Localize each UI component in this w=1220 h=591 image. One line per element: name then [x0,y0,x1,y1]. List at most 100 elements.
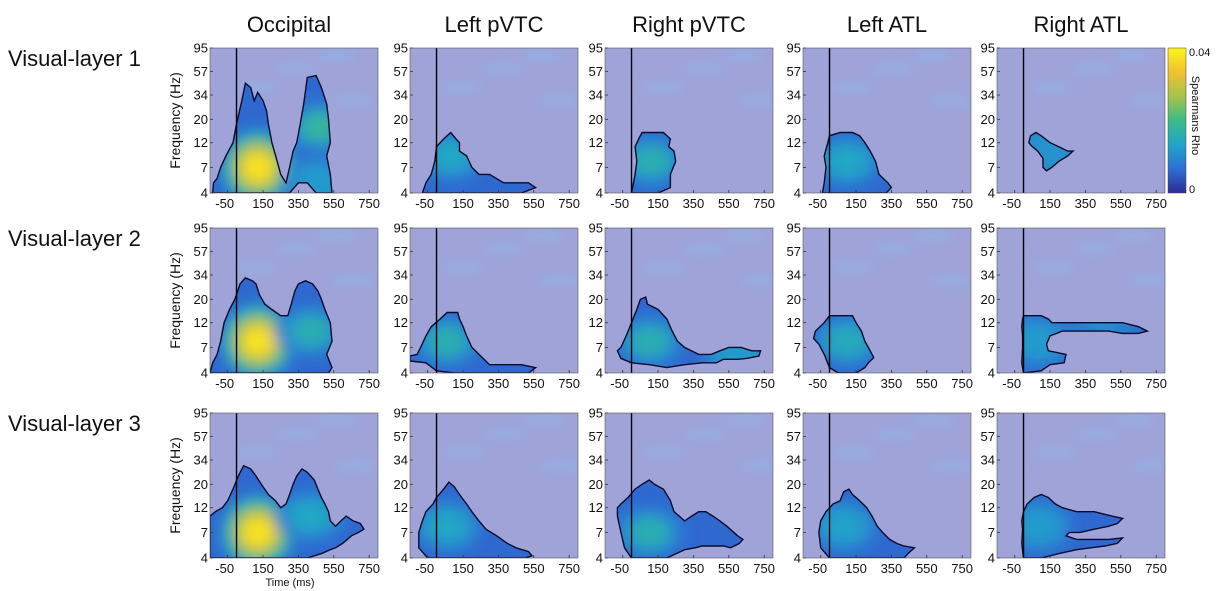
plot-frame [604,412,774,559]
background-blob [330,94,375,107]
cluster-outline [210,276,333,373]
background-blob [331,274,376,287]
x-tick-label: 750 [358,561,380,576]
background-blob [872,428,917,441]
background-blob [1030,81,1075,94]
panels: 4 7 12 20 34 57 95 -50 150 350 550 750 Frequency (Hz… [167,41,1167,590]
y-tick-label: 7 [988,160,995,175]
y-tick-label: 20 [194,477,208,492]
plot-frame [802,227,972,374]
y-tick-label: 4 [401,366,408,381]
y-tick-label: 12 [787,315,801,330]
background-blob [1072,428,1117,441]
x-tick-label: 350 [288,561,310,576]
background-blob [831,446,876,459]
y-tick-label: 57 [981,64,995,79]
x-tick-label: 350 [881,561,903,576]
x-tick-label: 550 [916,376,938,391]
x-tick-label: 750 [1145,561,1167,576]
x-tick-label: 350 [881,196,903,211]
y-tick-label: 7 [401,340,408,355]
y-tick-label: 57 [981,429,995,444]
background-blob [1127,94,1165,107]
y-tick-label: 12 [589,500,603,515]
background-blob [682,243,727,256]
x-tick-label: -50 [808,196,827,211]
y-tick-label: 4 [794,551,801,566]
plot-frame [209,412,379,559]
row-title-visual-layer-3: Visual-layer 3 [8,411,141,436]
x-tick-label: 150 [1039,376,1061,391]
y-tick-label: 34 [194,88,208,103]
background-blob [273,63,318,76]
x-tick-label: 550 [323,376,345,391]
background-blob [721,229,766,242]
y-tick-label: 12 [194,315,208,330]
y-axis-label: Frequency (Hz) [167,72,183,168]
panel-visual-layer-3-right-pvtc: 4 7 12 20 34 57 95 -50 150 350 550 750 [589,406,775,577]
colorbar-label: Spearmans Rho [1189,76,1201,156]
x-tick-label: 150 [452,196,474,211]
heat-peak [243,519,272,546]
background-blob [440,261,485,274]
background-blob [332,459,377,472]
heat-peak [828,146,867,176]
panel-visual-layer-2-right-pvtc: 4 7 12 20 34 57 95 -50 150 350 550 750 [589,221,775,392]
plot-frame [802,412,972,559]
x-tick-label: 550 [323,561,345,576]
x-tick-label: 550 [916,561,938,576]
y-tick-label: 4 [596,551,603,566]
background-blob [829,81,874,94]
cluster-outline [1028,131,1075,172]
background-blob [927,274,971,287]
panel-visual-layer-2-left-pvtc: 4 7 12 20 34 57 95 -50 150 350 550 750 [394,221,580,392]
background-blob [275,428,320,441]
plot-frame [209,227,379,374]
y-tick-label: 57 [194,429,208,444]
y-tick-label: 34 [394,88,408,103]
background-blob [1031,261,1076,274]
y-tick-label: 95 [194,221,208,236]
y-tick-label: 34 [194,453,208,468]
y-tick-label: 34 [981,268,995,283]
x-tick-label: -50 [808,561,827,576]
heat-peak [291,316,330,346]
heat-peak [243,154,272,181]
y-tick-label: 4 [401,551,408,566]
row-title-visual-layer-1: Visual-layer 1 [8,46,141,71]
y-tick-label: 4 [596,186,603,201]
y-tick-label: 57 [394,429,408,444]
y-tick-label: 34 [394,453,408,468]
x-tick-label: -50 [1002,196,1021,211]
x-tick-label: -50 [1002,376,1021,391]
heat-peak [828,326,867,356]
x-tick-label: 750 [951,561,973,576]
x-tick-label: 150 [845,376,867,391]
row-titles: Visual-layer 1 Visual-layer 2 Visual-layer… [8,46,141,436]
y-tick-label: 57 [787,429,801,444]
column-titles: Occipital Left pVTC Right pVTC Left ATL Righ… [247,12,1129,37]
x-tick-label: 350 [683,376,705,391]
plot-frame [996,227,1166,374]
x-tick-label: -50 [215,196,234,211]
y-tick-label: 57 [194,244,208,259]
panel-visual-layer-2-left-atl: 4 7 12 20 34 57 95 -50 150 350 550 750 [787,221,973,392]
panel-visual-layer-1-right-pvtc: 4 7 12 20 34 57 95 -50 150 350 550 750 [589,41,775,212]
y-tick-label: 20 [787,292,801,307]
cluster-outline [630,131,677,193]
y-tick-label: 57 [589,244,603,259]
x-tick-label: -50 [215,376,234,391]
x-tick-label: -50 [610,561,629,576]
y-tick-label: 34 [981,453,995,468]
y-tick-label: 12 [194,500,208,515]
x-tick-label: 550 [1110,196,1132,211]
y-tick-label: 95 [981,221,995,236]
cluster-outline [410,311,538,373]
column-title-left-pvtc: Left pVTC [444,12,543,37]
y-tick-label: 20 [589,112,603,127]
y-tick-label: 12 [394,500,408,515]
x-tick-label: 750 [1145,376,1167,391]
x-tick-label: 150 [647,561,669,576]
x-tick-label: -50 [1002,561,1021,576]
